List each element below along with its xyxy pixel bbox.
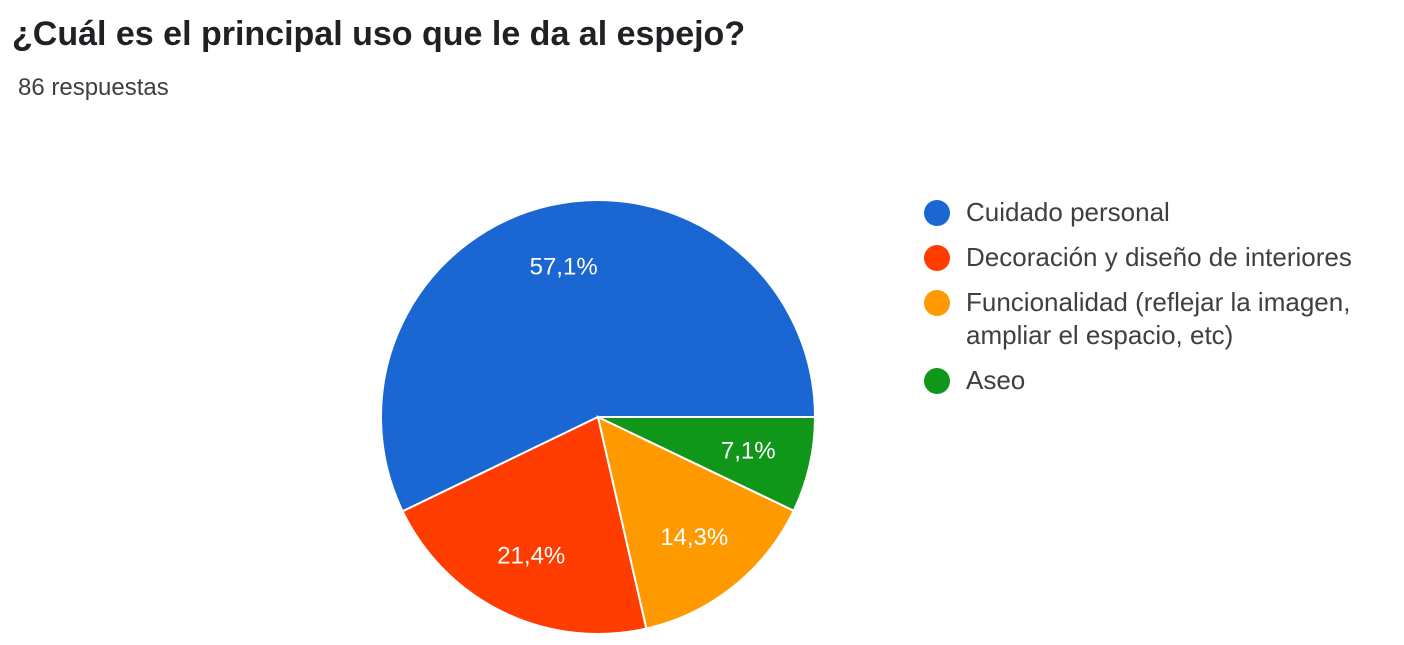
- legend-dot-icon: [924, 245, 950, 271]
- pie-slice-3[interactable]: [597, 416, 817, 513]
- legend-item-0[interactable]: Cuidado personal: [922, 196, 1402, 229]
- legend-item-3[interactable]: Aseo: [922, 364, 1402, 397]
- legend-item-2[interactable]: Funcionalidad (reflejar la imagen, ampli…: [922, 286, 1402, 352]
- slice-label-3: 7,1%: [721, 438, 776, 465]
- pie-slices: [380, 199, 817, 635]
- legend-item-1[interactable]: Decoración y diseño de interiores: [922, 241, 1402, 274]
- legend-label: Aseo: [966, 365, 1026, 395]
- slice-label-1: 21,4%: [497, 542, 565, 569]
- response-count: 86 respuestas: [18, 74, 169, 101]
- slice-label-0: 57,1%: [530, 253, 598, 280]
- legend-dot-icon: [924, 368, 950, 394]
- legend-dot-icon: [924, 290, 950, 316]
- pie-slice-2[interactable]: [596, 415, 796, 630]
- chart-legend: Cuidado personal Decoración y diseño de i…: [922, 196, 1402, 409]
- question-title: ¿Cuál es el principal uso que le da al e…: [12, 15, 746, 53]
- pie-labels: 57,1% 21,4% 14,3% 7,1%: [497, 253, 775, 569]
- legend-label: Funcionalidad (reflejar la imagen, ampli…: [966, 287, 1351, 350]
- legend-label: Decoración y diseño de interiores: [966, 242, 1352, 272]
- pie-slice-0[interactable]: [380, 199, 817, 513]
- legend-label: Cuidado personal: [966, 197, 1170, 227]
- pie-slice-1[interactable]: [401, 415, 648, 635]
- slice-label-2: 14,3%: [660, 524, 728, 551]
- legend-dot-icon: [924, 200, 950, 226]
